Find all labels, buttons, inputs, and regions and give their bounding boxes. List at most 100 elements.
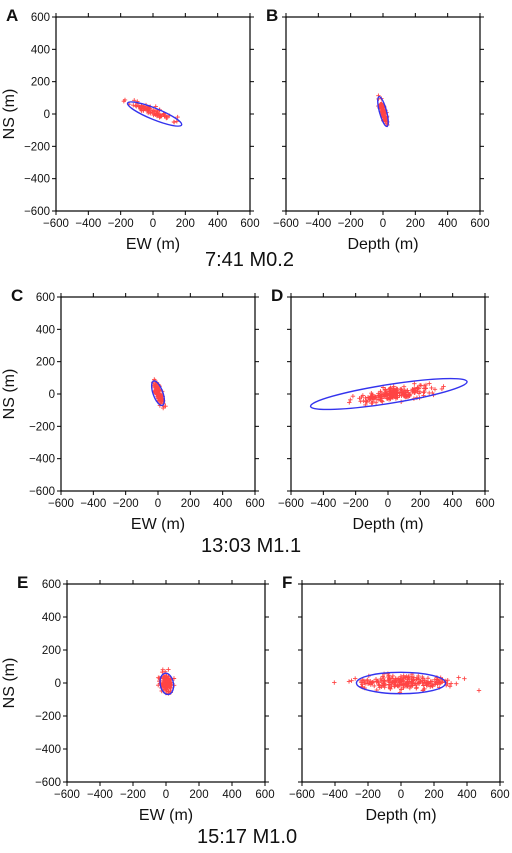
x-axis-label: Depth (m): [352, 516, 423, 533]
data-point: [416, 680, 422, 685]
data-point: [411, 675, 417, 680]
y-axis-label: NS (m): [1, 658, 18, 709]
x-tick-label: −600: [43, 218, 69, 230]
x-tick-label: −400: [305, 218, 331, 230]
data-point: [390, 679, 396, 685]
panel-f: −600 −400 −200 0 200 400 600 Depth (m) F: [282, 573, 510, 824]
x-tick-label: 0: [385, 498, 391, 510]
data-point: [386, 678, 391, 684]
data-point: [148, 108, 154, 114]
data-point: [379, 107, 385, 113]
data-point: [420, 678, 425, 683]
data-point: [387, 387, 392, 392]
data-point: [439, 680, 444, 685]
data-point: [417, 382, 423, 388]
data-point: [423, 680, 428, 685]
data-point: [414, 676, 420, 682]
data-point: [369, 394, 374, 399]
data-point: [164, 674, 169, 679]
data-point: [352, 676, 358, 681]
data-point: [371, 394, 377, 400]
x-tick-label: −600: [54, 789, 80, 801]
x-tick-label: −400: [75, 218, 101, 230]
panel-a: −600 −400 −200 0 200 400 600 −600 −400 −200 0 200 40…: [1, 6, 260, 253]
y-tick-label: −400: [29, 454, 55, 466]
y-tick-label: 0: [55, 678, 61, 690]
data-point: [164, 114, 170, 119]
data-point: [397, 679, 403, 684]
data-point: [407, 685, 413, 691]
x-tick-label: −600: [289, 789, 315, 801]
data-point: [365, 678, 370, 684]
panel-c: −600 −400 −200 0 200 400 600 −600 −400 −200 0 200 40…: [1, 286, 265, 533]
data-point: [432, 387, 438, 392]
data-point: [448, 681, 454, 686]
x-tick-label: −600: [273, 218, 299, 230]
data-point: [160, 667, 166, 672]
data-point: [175, 114, 180, 120]
data-point: [425, 676, 431, 681]
data-point: [369, 401, 374, 406]
panel-e: −600 −400 −200 0 200 400 600 −600 −400 −200 0 200 40…: [1, 573, 275, 824]
data-point: [412, 390, 417, 395]
data-point: [376, 680, 381, 685]
data-point: [367, 681, 372, 686]
y-tick-label: −200: [24, 141, 50, 153]
error-ellipse: [355, 671, 447, 695]
data-point: [409, 676, 414, 681]
caption-row-1: 7:41 M0.2: [205, 249, 294, 271]
x-tick-label: 400: [213, 498, 232, 510]
data-point: [391, 388, 396, 393]
data-point: [122, 97, 128, 103]
data-point: [422, 677, 427, 683]
data-point: [378, 676, 383, 682]
data-point: [390, 673, 396, 679]
points-group: [332, 671, 482, 695]
data-point: [401, 391, 406, 396]
panel-label: F: [282, 573, 292, 592]
data-point: [411, 678, 416, 683]
data-point: [163, 681, 169, 686]
error-ellipse: [126, 101, 183, 127]
data-point: [434, 676, 439, 682]
x-tick-label: −200: [338, 218, 364, 230]
data-point: [346, 679, 352, 684]
panel-label: B: [266, 6, 278, 25]
y-tick-label: −600: [35, 777, 61, 789]
data-point: [424, 683, 429, 688]
x-tick-label: 400: [222, 789, 241, 801]
data-point: [380, 399, 385, 404]
x-tick-label: 0: [398, 789, 404, 801]
data-point: [436, 679, 441, 685]
y-tick-label: −400: [24, 174, 50, 186]
data-point: [413, 681, 418, 686]
points-group: [376, 93, 390, 128]
x-tick-label: −400: [322, 789, 348, 801]
x-tick-label: −200: [108, 218, 134, 230]
data-point: [135, 103, 141, 108]
data-point: [456, 675, 461, 680]
y-tick-label: 0: [44, 109, 50, 121]
data-point: [150, 107, 156, 113]
x-tick-label: −200: [113, 498, 139, 510]
data-point: [155, 391, 161, 396]
data-point: [154, 111, 159, 116]
data-point: [393, 682, 399, 688]
data-point: [358, 678, 364, 684]
x-tick-label: −200: [355, 789, 381, 801]
panel-b: −600 −400 −200 0 200 400 600 Depth (m) B: [266, 6, 490, 253]
data-point: [162, 113, 167, 119]
data-point: [402, 393, 407, 398]
x-tick-label: −600: [48, 498, 74, 510]
data-point: [350, 393, 356, 399]
data-point: [382, 678, 387, 683]
panel-label: C: [11, 286, 23, 305]
x-tick-label: 0: [150, 218, 156, 230]
y-tick-label: −200: [29, 421, 55, 433]
data-point: [439, 386, 445, 392]
x-tick-label: −400: [310, 498, 336, 510]
data-point: [347, 400, 352, 405]
data-point: [152, 383, 157, 389]
data-point: [401, 683, 406, 688]
x-tick-label: 600: [245, 498, 264, 510]
